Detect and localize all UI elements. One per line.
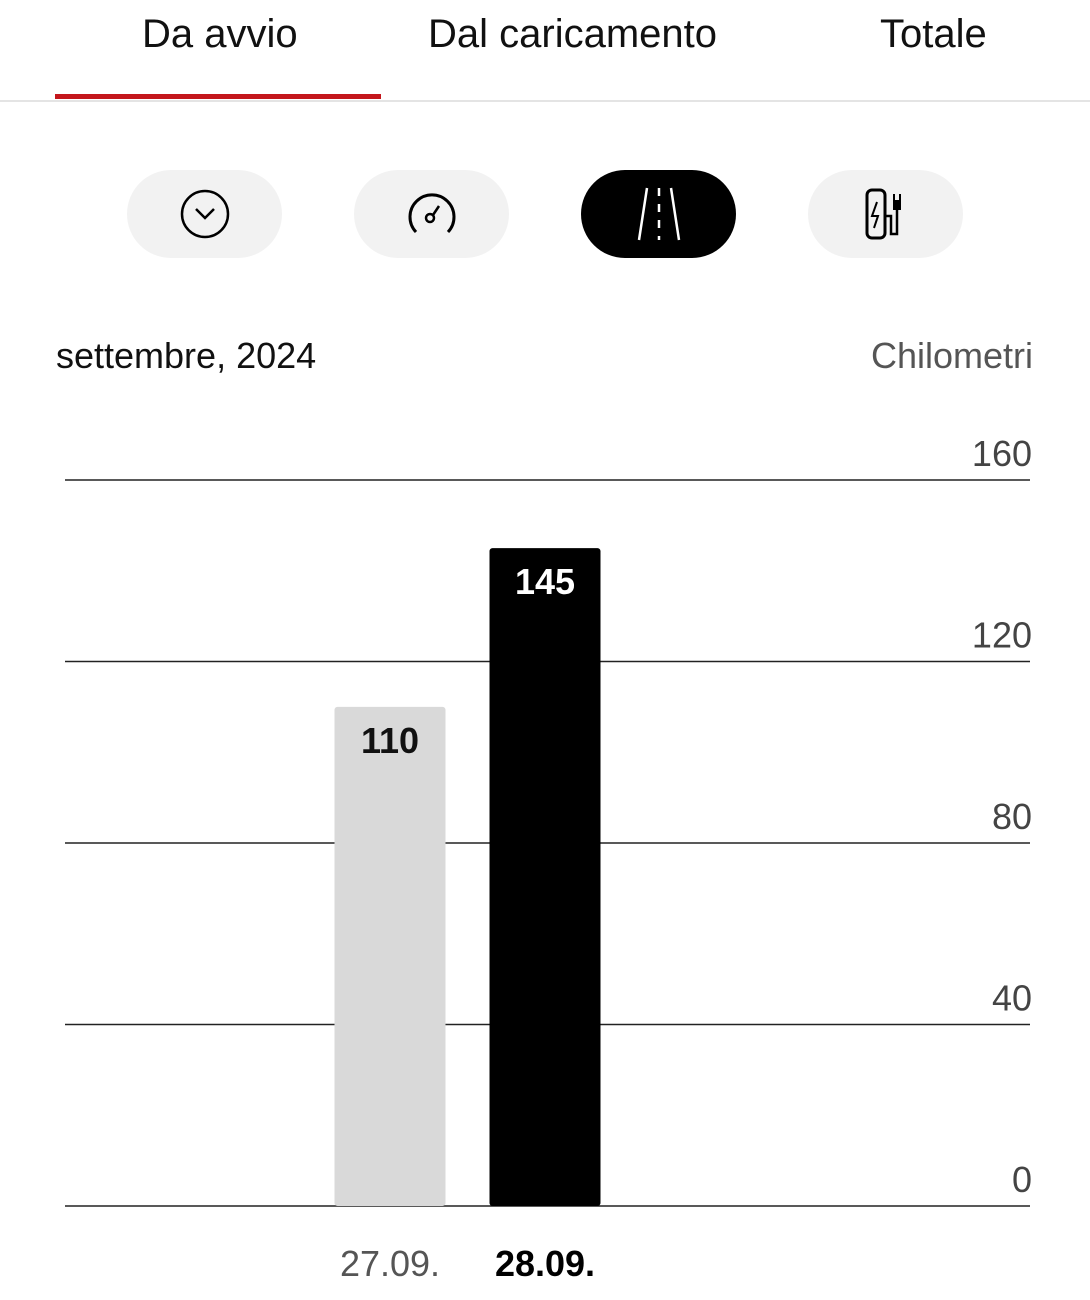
bar-27.09.[interactable]: [334, 706, 446, 1206]
x-tick-label[interactable]: 28.09.: [495, 1243, 595, 1284]
tab-dal-caricamento[interactable]: Dal caricamento: [428, 12, 718, 56]
filter-charging-button[interactable]: [808, 170, 963, 258]
tab-totale[interactable]: Totale: [880, 12, 987, 56]
unit-label: Chilometri: [870, 335, 1033, 376]
y-tick-label: 40: [992, 978, 1032, 1019]
active-tab-indicator: [55, 94, 381, 99]
x-tick-label[interactable]: 27.09.: [340, 1243, 440, 1284]
y-tick-label: 120: [972, 615, 1032, 656]
y-tick-label: 80: [992, 796, 1032, 837]
clock-icon: [180, 189, 229, 239]
tab-da-avvio[interactable]: Da avvio: [142, 12, 298, 56]
bar-value-label: 145: [515, 561, 575, 602]
filter-time-button[interactable]: [127, 170, 282, 258]
tab-bar: Da avvio Dal caricamento Totale: [0, 0, 1090, 102]
charging-station-icon: [865, 188, 901, 240]
period-label: settembre, 2024: [56, 335, 317, 376]
bar-chart: 0 40 80 120 160 110 27.09. 145 28.09.: [65, 433, 1032, 1284]
filter-speed-button[interactable]: [354, 170, 509, 258]
bar-28.09.[interactable]: [489, 548, 601, 1206]
y-tick-label: 160: [972, 433, 1032, 474]
speedometer-icon: [408, 193, 455, 234]
road-icon: [637, 187, 680, 241]
bar-value-label: 110: [361, 720, 419, 761]
filter-distance-button[interactable]: [581, 170, 736, 258]
y-tick-label: 0: [1012, 1159, 1032, 1200]
